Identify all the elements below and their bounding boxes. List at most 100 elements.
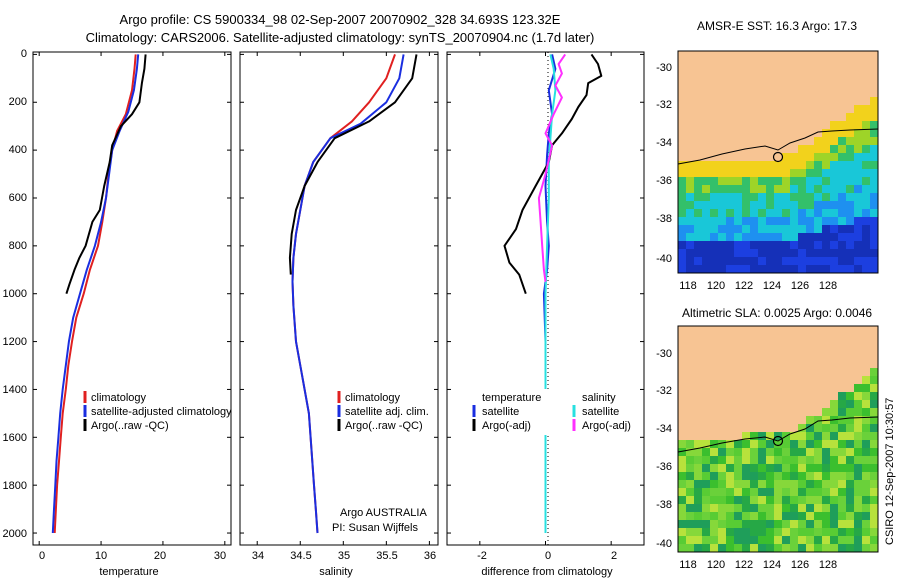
map-cell: [766, 249, 774, 257]
map-cell: [718, 169, 726, 177]
map-cell: [766, 209, 774, 217]
map-cell: [838, 472, 846, 480]
map-cell: [830, 440, 838, 448]
map-cell: [854, 536, 862, 544]
map-cell: [718, 480, 726, 488]
sla-lat-36: -36: [656, 461, 672, 473]
map-cell: [862, 528, 870, 536]
map-cell: [846, 440, 854, 448]
map-cell: [750, 512, 758, 520]
map-cell: [830, 233, 838, 241]
map-cell: [830, 464, 838, 472]
map-cell: [774, 472, 782, 480]
map-cell: [846, 185, 854, 193]
map-cell: [870, 368, 878, 376]
map-cell: [862, 376, 870, 384]
map-cell: [822, 177, 830, 185]
map-cell: [870, 528, 878, 536]
map-cell: [806, 432, 814, 440]
map-cell: [782, 456, 790, 464]
map-cell: [750, 488, 758, 496]
map-cell: [830, 424, 838, 432]
map-cell: [718, 217, 726, 225]
map-cell: [718, 464, 726, 472]
map-cell: [870, 512, 878, 520]
map-cell: [806, 233, 814, 241]
map-cell: [694, 496, 702, 504]
difference-xlabel: difference from climatology: [481, 566, 613, 578]
map-cell: [862, 257, 870, 265]
map-cell: [854, 265, 862, 273]
map-cell: [694, 488, 702, 496]
map-cell: [742, 241, 750, 249]
map-cell: [678, 161, 686, 169]
map-cell: [806, 177, 814, 185]
map-cell: [766, 193, 774, 201]
map-cell: [774, 496, 782, 504]
map-cell: [814, 440, 822, 448]
map-cell: [846, 432, 854, 440]
map-cell: [694, 504, 702, 512]
map-cell: [822, 432, 830, 440]
map-cell: [854, 480, 862, 488]
map-cell: [686, 472, 694, 480]
map-cell: [830, 217, 838, 225]
map-cell: [774, 464, 782, 472]
map-cell: [830, 456, 838, 464]
map-cell: [806, 185, 814, 193]
map-cell: [726, 161, 734, 169]
map-cell: [806, 201, 814, 209]
map-cell: [862, 448, 870, 456]
map-cell: [822, 153, 830, 161]
map-cell: [702, 472, 710, 480]
map-cell: [758, 464, 766, 472]
map-cell: [830, 129, 838, 137]
map-cell: [854, 520, 862, 528]
map-cell: [854, 456, 862, 464]
map-cell: [846, 408, 854, 416]
map-cell: [694, 233, 702, 241]
map-cell: [862, 249, 870, 257]
map-cell: [782, 193, 790, 201]
map-cell: [838, 249, 846, 257]
map-cell: [766, 169, 774, 177]
map-cell: [678, 456, 686, 464]
sla-lon-labels: 118 120 122 124 126 128: [679, 559, 837, 571]
map-cell: [686, 448, 694, 456]
map-cell: [854, 137, 862, 145]
map-cell: [718, 520, 726, 528]
sla-lat-38: -38: [656, 499, 672, 511]
side-timestamp: CSIRO 12-Sep-2007 10:30:57: [884, 398, 896, 545]
map-cell: [702, 480, 710, 488]
map-cell: [742, 464, 750, 472]
map-cell: [838, 536, 846, 544]
map-cell: [822, 209, 830, 217]
map-cell: [678, 177, 686, 185]
depth-tick-200: 200: [9, 96, 27, 108]
map-cell: [782, 185, 790, 193]
diff-legend-head-salinity: salinity: [582, 392, 616, 404]
map-cell: [774, 225, 782, 233]
difference-series: [503, 53, 603, 533]
map-cell: [830, 480, 838, 488]
map-cell: [846, 456, 854, 464]
map-cell: [790, 209, 798, 217]
sst-lon-128: 128: [819, 280, 837, 292]
map-cell: [718, 472, 726, 480]
map-cell: [838, 408, 846, 416]
map-cell: [718, 496, 726, 504]
map-cell: [806, 536, 814, 544]
map-cell: [766, 440, 774, 448]
map-cell: [766, 233, 774, 241]
map-cell: [870, 408, 878, 416]
sal-legend-label-satellite: satellite adj. clim.: [345, 406, 429, 418]
map-cell: [774, 217, 782, 225]
map-cell: [750, 177, 758, 185]
map-cell: [846, 472, 854, 480]
map-cell: [742, 249, 750, 257]
map-cell: [862, 113, 870, 121]
map-cell: [862, 241, 870, 249]
map-cell: [822, 217, 830, 225]
map-cell: [782, 169, 790, 177]
map-cell: [814, 544, 822, 552]
